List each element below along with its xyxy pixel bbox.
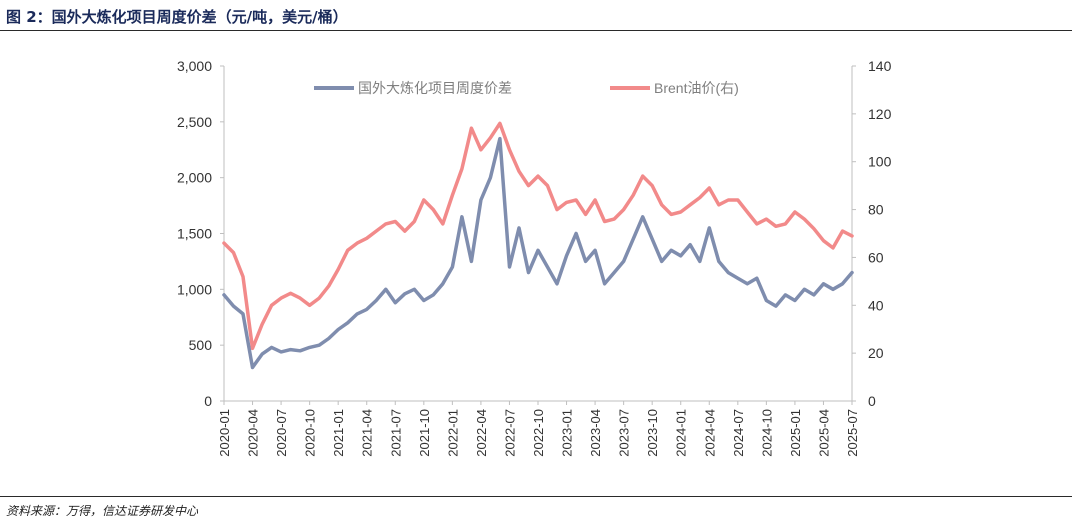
right-tick-label: 100 (868, 154, 892, 170)
top-rule (0, 30, 1072, 31)
left-tick-label: 1,500 (177, 226, 212, 242)
x-tick-label: 2023-01 (560, 409, 575, 457)
right-tick-label: 140 (868, 58, 892, 74)
figure-title: 图 2：国外大炼化项目周度价差（元/吨，美元/桶） (6, 8, 348, 26)
left-tick-label: 1,000 (177, 281, 212, 297)
bottom-rule (0, 496, 1072, 497)
x-tick-label: 2024-10 (759, 409, 774, 457)
line-chart: 0 500 1,000 1,500 2,000 2,500 3,000 0 20 40 60 80 10… (177, 58, 892, 457)
x-tick-label: 2023-10 (645, 409, 660, 457)
right-tick-label: 20 (868, 345, 884, 361)
series-group (222, 121, 854, 370)
right-tick-label: 60 (868, 249, 884, 265)
left-tick-label: 500 (189, 337, 213, 353)
x-tick-label: 2023-04 (588, 409, 603, 457)
x-tick-label: 2024-04 (702, 409, 717, 457)
x-tick-label: 2021-10 (417, 409, 432, 457)
spread-series-line (222, 136, 854, 370)
left-tick-label: 0 (204, 393, 212, 409)
x-tick-label: 2020-04 (246, 409, 261, 457)
x-tick-label: 2023-07 (617, 409, 632, 457)
brent-series-line (222, 121, 854, 351)
x-tick-label: 2021-01 (331, 409, 346, 457)
x-tick-label: 2022-07 (502, 409, 517, 457)
x-tick-label: 2021-07 (388, 409, 403, 457)
legend-label: Brent油价(右) (654, 80, 739, 96)
right-tick-label: 80 (868, 202, 884, 218)
x-tick-label: 2022-01 (445, 409, 460, 457)
left-tick-label: 2,000 (177, 170, 212, 186)
x-tick-label: 2024-07 (731, 409, 746, 457)
left-tick-label: 3,000 (177, 58, 212, 74)
x-tick-label: 2022-10 (531, 409, 546, 457)
axes-group: 0 500 1,000 1,500 2,000 2,500 3,000 0 20 40 60 80 10… (177, 58, 892, 457)
x-tick-label: 2025-07 (845, 409, 860, 457)
x-tick-label: 2024-01 (674, 409, 689, 457)
right-tick-label: 40 (868, 297, 884, 313)
x-tick-label: 2025-01 (788, 409, 803, 457)
left-tick-label: 2,500 (177, 114, 212, 130)
source-note: 资料来源：万得，信达证券研发中心 (6, 504, 199, 518)
x-tick-label: 2025-04 (816, 409, 831, 457)
legend: 国外大炼化项目周度价差 Brent油价(右) (314, 80, 739, 96)
x-tick-label: 2020-01 (217, 409, 232, 457)
right-tick-label: 0 (868, 393, 876, 409)
x-tick-label: 2021-04 (360, 409, 375, 457)
x-tick-label: 2022-04 (474, 409, 489, 457)
legend-label: 国外大炼化项目周度价差 (358, 80, 512, 96)
x-tick-label: 2020-10 (303, 409, 318, 457)
right-tick-label: 120 (868, 106, 892, 122)
x-tick-label: 2020-07 (274, 409, 289, 457)
